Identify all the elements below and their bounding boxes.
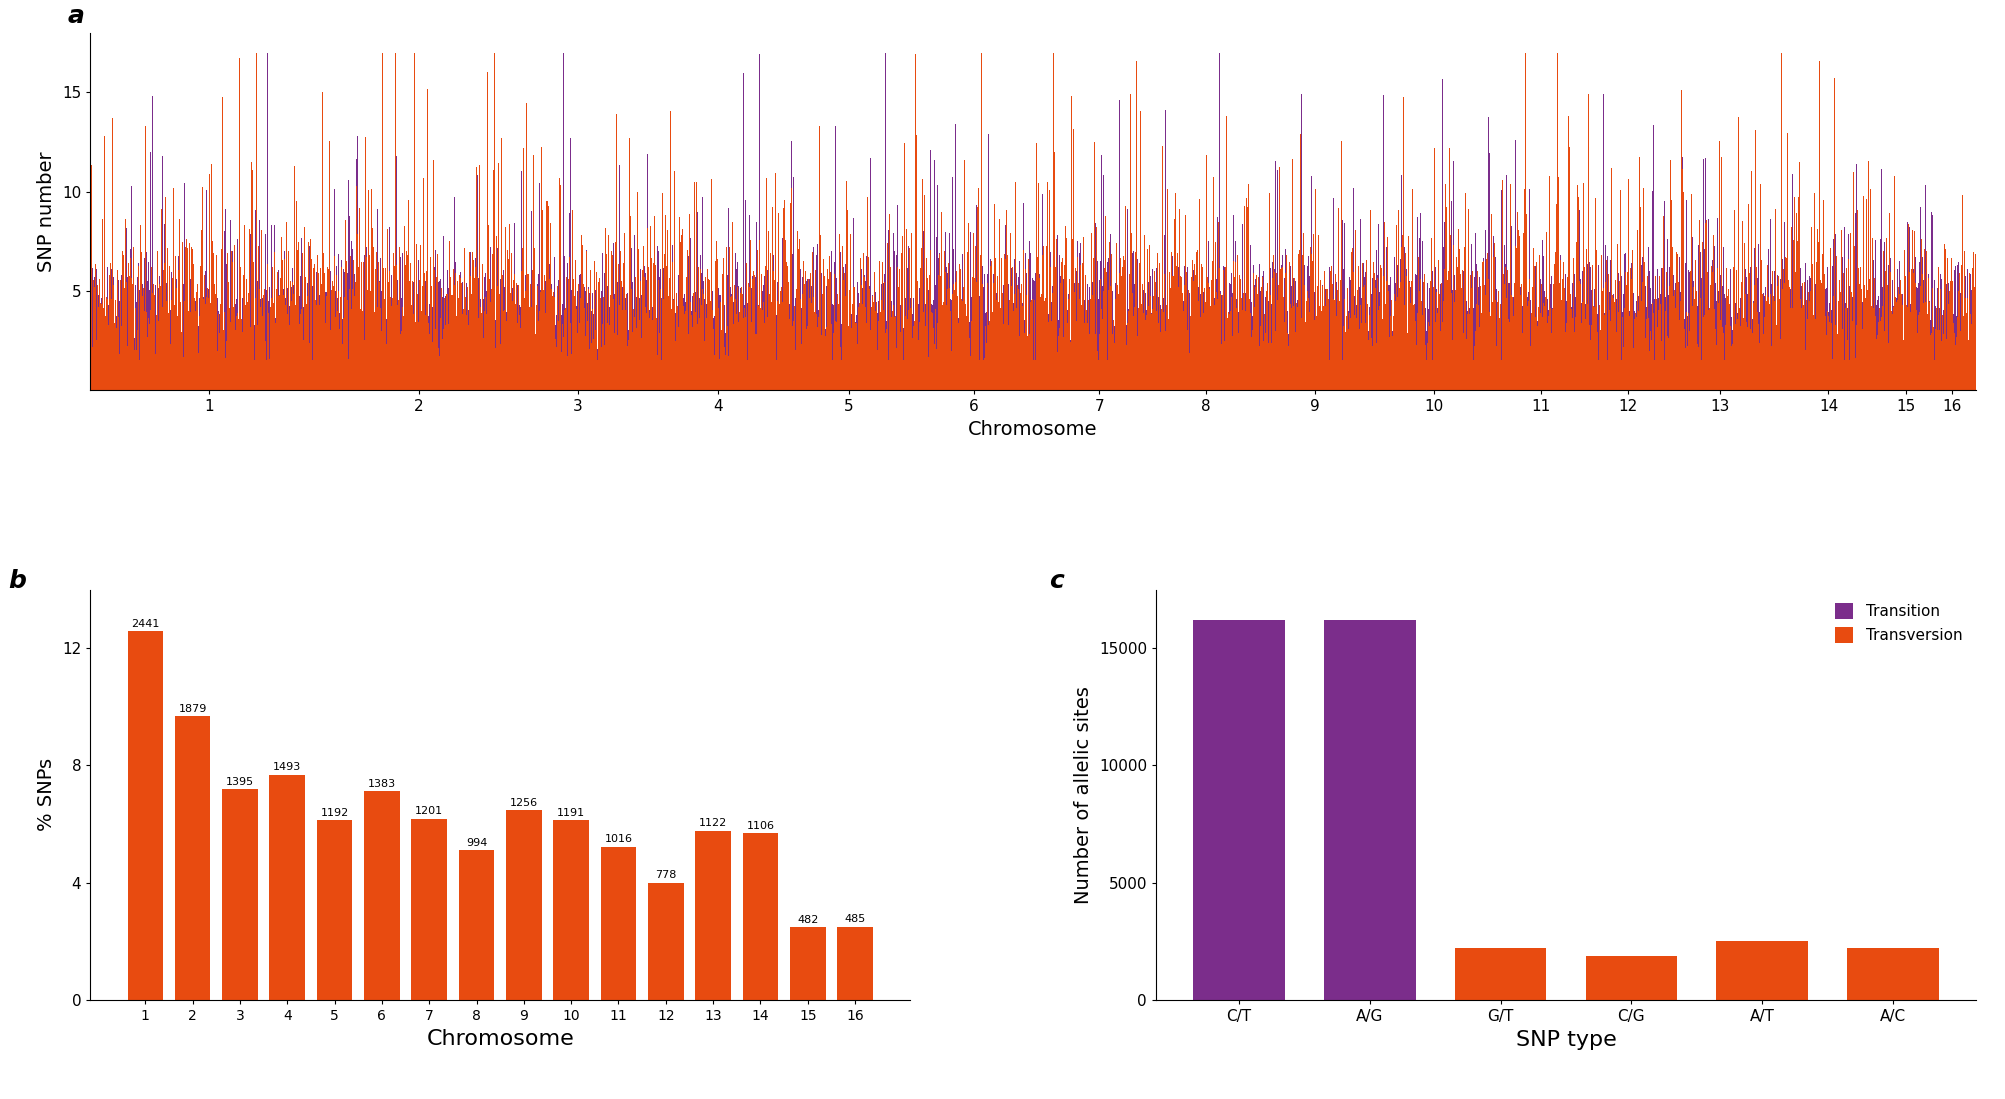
Bar (317, 820, 353, 1000)
Text: 1106: 1106 (746, 821, 774, 831)
Text: 1016: 1016 (604, 834, 632, 844)
Legend: Transition, Transversion: Transition, Transversion (1829, 597, 1967, 650)
Bar (365, 791, 399, 1000)
Bar (174, 717, 211, 1000)
Text: 1879: 1879 (178, 704, 207, 714)
Bar (269, 775, 305, 1000)
Bar (742, 833, 778, 1000)
Text: a: a (68, 4, 84, 29)
Bar (1584, 955, 1676, 1000)
X-axis label: SNP type: SNP type (1516, 1030, 1616, 1050)
Bar (1847, 948, 1937, 1000)
Bar (599, 846, 636, 1000)
Text: 1122: 1122 (698, 819, 728, 829)
Y-axis label: % SNPs: % SNPs (38, 758, 56, 831)
Bar (696, 831, 730, 1000)
Bar (648, 882, 684, 1000)
Text: b: b (8, 569, 26, 593)
Y-axis label: Number of allelic sites: Number of allelic sites (1075, 686, 1093, 903)
Bar (790, 928, 826, 1000)
Bar (505, 810, 541, 1000)
Text: 1201: 1201 (415, 807, 443, 817)
Bar (1323, 620, 1416, 1000)
Bar (128, 632, 162, 1000)
Text: 482: 482 (796, 915, 818, 925)
Bar (1716, 942, 1807, 1000)
Bar (411, 819, 447, 1000)
Text: 485: 485 (844, 914, 866, 924)
Bar (553, 820, 589, 1000)
X-axis label: Chromosome: Chromosome (968, 420, 1097, 439)
Text: 1383: 1383 (367, 779, 395, 789)
Text: 1191: 1191 (557, 808, 585, 818)
Bar (836, 926, 872, 1000)
Bar (1193, 620, 1285, 1000)
Text: 1256: 1256 (509, 798, 537, 808)
Text: 2441: 2441 (130, 619, 158, 629)
Bar (223, 789, 257, 1000)
Text: 1395: 1395 (227, 777, 255, 787)
Bar (1454, 948, 1546, 1000)
X-axis label: Chromosome: Chromosome (427, 1029, 573, 1048)
Bar (459, 850, 493, 1000)
Text: c: c (1049, 569, 1065, 593)
Text: 1192: 1192 (321, 808, 349, 818)
Text: 778: 778 (656, 870, 676, 880)
Text: 1493: 1493 (273, 763, 301, 773)
Text: 994: 994 (465, 837, 487, 847)
Y-axis label: SNP number: SNP number (38, 152, 56, 271)
